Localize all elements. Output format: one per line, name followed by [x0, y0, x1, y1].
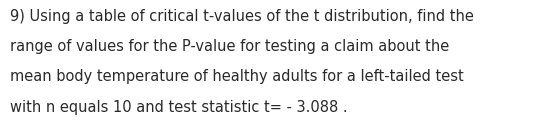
Text: range of values for the P-value for testing a claim about the: range of values for the P-value for test… — [10, 39, 449, 54]
Text: mean body temperature of healthy adults for a left-tailed test: mean body temperature of healthy adults … — [10, 69, 464, 84]
Text: 9) Using a table of critical t-values of the t distribution, find the: 9) Using a table of critical t-values of… — [10, 9, 474, 24]
Text: with n equals 10 and test statistic t= - 3.088 .: with n equals 10 and test statistic t= -… — [10, 100, 348, 115]
